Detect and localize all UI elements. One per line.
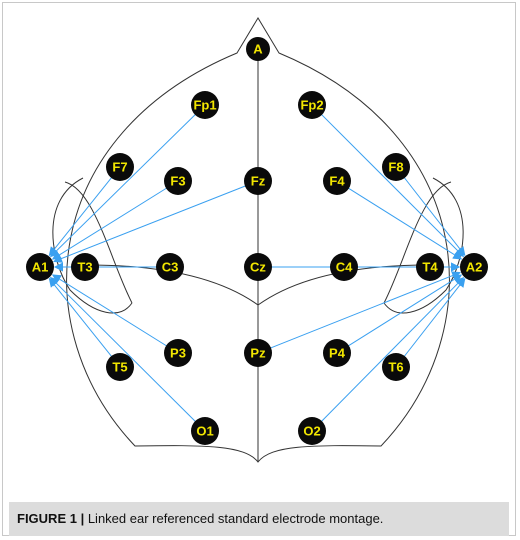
- electrode-f8: F8: [382, 153, 410, 181]
- electrode-a-label: A: [253, 42, 263, 57]
- electrode-o1: O1: [191, 417, 219, 445]
- electrode-c4-label: C4: [336, 260, 353, 275]
- arrow-p3-to-a1: [51, 274, 168, 347]
- electrode-p3-label: P3: [170, 346, 186, 361]
- electrode-f3: F3: [164, 167, 192, 195]
- electrode-f7: F7: [106, 153, 134, 181]
- electrode-t6-dot: [382, 353, 410, 381]
- electrode-cz-label: Cz: [250, 260, 266, 275]
- electrode-c4-dot: [330, 253, 358, 281]
- electrode-t5-label: T5: [112, 360, 127, 375]
- electrode-p3-dot: [164, 339, 192, 367]
- electrode-o1-label: O1: [196, 424, 213, 439]
- arrow-f7-to-a1: [48, 176, 113, 257]
- electrode-t5: T5: [106, 353, 134, 381]
- arrow-o2-to-a2: [320, 276, 465, 423]
- electrode-c4: C4: [330, 253, 358, 281]
- reference-arrows: [48, 113, 466, 423]
- electrode-fp2-label: Fp2: [300, 98, 323, 113]
- electrode-a2: A2: [460, 253, 488, 281]
- electrode-fz-label: Fz: [251, 174, 266, 189]
- arrow-fp1-to-a1: [49, 113, 197, 258]
- arrow-fz-to-a1: [53, 185, 247, 263]
- electrode-fp1-dot: [191, 91, 219, 119]
- electrode-fz-dot: [244, 167, 272, 195]
- caption-label: FIGURE 1 |: [17, 511, 85, 526]
- electrode-p4: P4: [323, 339, 351, 367]
- electrode-a1-label: A1: [32, 260, 49, 275]
- electrode-cz-dot: [244, 253, 272, 281]
- electrode-f3-dot: [164, 167, 192, 195]
- arrow-f4-to-a2: [347, 187, 463, 260]
- arrow-f3-to-a1: [51, 187, 168, 260]
- electrode-c3-dot: [156, 253, 184, 281]
- electrode-t3: T3: [71, 253, 99, 281]
- electrode-fp1-label: Fp1: [193, 98, 216, 113]
- electrode-p3: P3: [164, 339, 192, 367]
- electrode-t6-label: T6: [388, 360, 403, 375]
- electrode-f4-dot: [323, 167, 351, 195]
- arrow-o1-to-a1: [49, 276, 197, 423]
- electrode-fp1: Fp1: [191, 91, 219, 119]
- electrode-pz-dot: [244, 339, 272, 367]
- electrode-f4-label: F4: [329, 174, 345, 189]
- electrode-a1-dot: [26, 253, 54, 281]
- electrode-t4-dot: [416, 253, 444, 281]
- electrode-f8-dot: [382, 153, 410, 181]
- arrow-t5-to-a1: [48, 277, 113, 358]
- electrode-t5-dot: [106, 353, 134, 381]
- electrode-fz: Fz: [244, 167, 272, 195]
- electrode-fp2-dot: [298, 91, 326, 119]
- electrode-t6: T6: [382, 353, 410, 381]
- arrow-pz-to-a2: [269, 271, 461, 349]
- arrow-f8-to-a2: [403, 176, 466, 256]
- head-outline: [52, 17, 464, 463]
- figure-caption: FIGURE 1 | Linked ear referenced standar…: [9, 502, 509, 536]
- electrode-montage-diagram: A A1 A2 Fp1 Fp2 F7 F3 Fz F4 F8 T3 C3 Cz C4 T4 T5 P3 Pz P4 T…: [26, 17, 488, 463]
- electrode-c3-label: C3: [162, 260, 179, 275]
- electrode-pz-label: Pz: [250, 346, 266, 361]
- electrode-t3-label: T3: [77, 260, 92, 275]
- electrode-t4-label: T4: [422, 260, 438, 275]
- electrode-f7-dot: [106, 153, 134, 181]
- electrode-o2: O2: [298, 417, 326, 445]
- electrode-f7-label: F7: [112, 160, 127, 175]
- electrode-a1: A1: [26, 253, 54, 281]
- electrode-a2-dot: [460, 253, 488, 281]
- arrow-t6-to-a2: [403, 278, 466, 358]
- electrode-a: A: [246, 37, 270, 61]
- arrow-fp2-to-a2: [320, 113, 465, 258]
- electrode-a2-label: A2: [466, 260, 483, 275]
- electrode-p4-label: P4: [329, 346, 346, 361]
- electrode-pz: Pz: [244, 339, 272, 367]
- electrode-o2-dot: [298, 417, 326, 445]
- electrode-fp2: Fp2: [298, 91, 326, 119]
- electrode-c3: C3: [156, 253, 184, 281]
- electrode-t3-dot: [71, 253, 99, 281]
- electrode-a-dot: [246, 37, 270, 61]
- electrode-f8-label: F8: [388, 160, 403, 175]
- electrode-o1-dot: [191, 417, 219, 445]
- electrode-f3-label: F3: [170, 174, 185, 189]
- electrode-t4: T4: [416, 253, 444, 281]
- caption-text: Linked ear referenced standard electrode…: [87, 511, 384, 526]
- electrode-o2-label: O2: [303, 424, 320, 439]
- electrode-f4: F4: [323, 167, 351, 195]
- arrow-p4-to-a2: [347, 274, 463, 347]
- electrode-p4-dot: [323, 339, 351, 367]
- electrode-cz: Cz: [244, 253, 272, 281]
